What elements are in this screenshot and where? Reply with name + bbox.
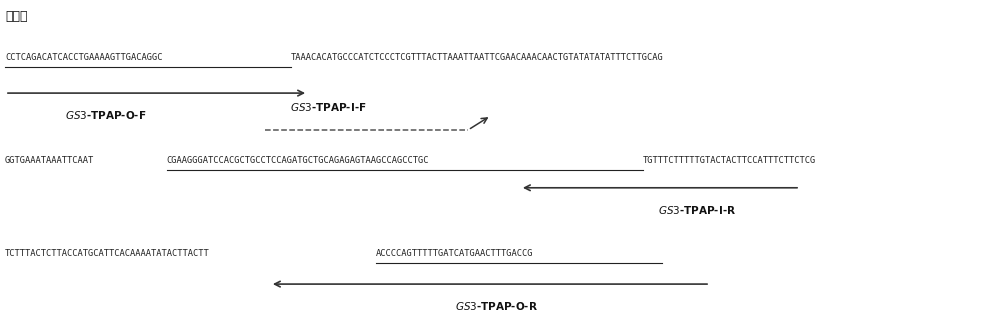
Text: ACCCCAGTTTTTGATCATGAACTTTGACCG: ACCCCAGTTTTTGATCATGAACTTTGACCG xyxy=(376,249,534,258)
Text: GGTGAAATAAATTCAAT: GGTGAAATAAATTCAAT xyxy=(5,156,94,165)
Text: CGAAGGGATCCACGCTGCCTCCAGATGCTGCAGAGAGTAAGCCAGCCTGC: CGAAGGGATCCACGCTGCCTCCAGATGCTGCAGAGAGTAA… xyxy=(167,156,429,165)
Text: CCTCAGACATCACCTGAAAAGTTGACAGGC: CCTCAGACATCACCTGAAAAGTTGACAGGC xyxy=(5,53,162,62)
Text: TGTTTCTTTTTGTACTACTTCCATTTCTTCTCG: TGTTTCTTTTTGTACTACTTCCATTTCTTCTCG xyxy=(643,156,816,165)
Text: TAAACACATGCCCATCTCCCTCGTTTACTTAAATTAATTCGAACAAACAACTGTATATATATTTCTTGCAG: TAAACACATGCCCATCTCCCTCGTTTACTTAAATTAATTC… xyxy=(291,53,663,62)
Text: $\mathit{GS3}$-TPAP-O-F: $\mathit{GS3}$-TPAP-O-F xyxy=(65,109,147,121)
Text: 日本晴: 日本晴 xyxy=(5,10,28,22)
Text: $\mathit{GS3}$-TPAP-I-R: $\mathit{GS3}$-TPAP-I-R xyxy=(658,204,736,216)
Text: $\mathit{GS3}$-TPAP-O-R: $\mathit{GS3}$-TPAP-O-R xyxy=(455,300,538,312)
Text: TCTTTACTCTTACCATGCATTCACAAAATATACTTACTT: TCTTTACTCTTACCATGCATTCACAAAATATACTTACTT xyxy=(5,249,210,258)
Text: $\mathit{GS3}$-TPAP-I-F: $\mathit{GS3}$-TPAP-I-F xyxy=(290,101,367,113)
